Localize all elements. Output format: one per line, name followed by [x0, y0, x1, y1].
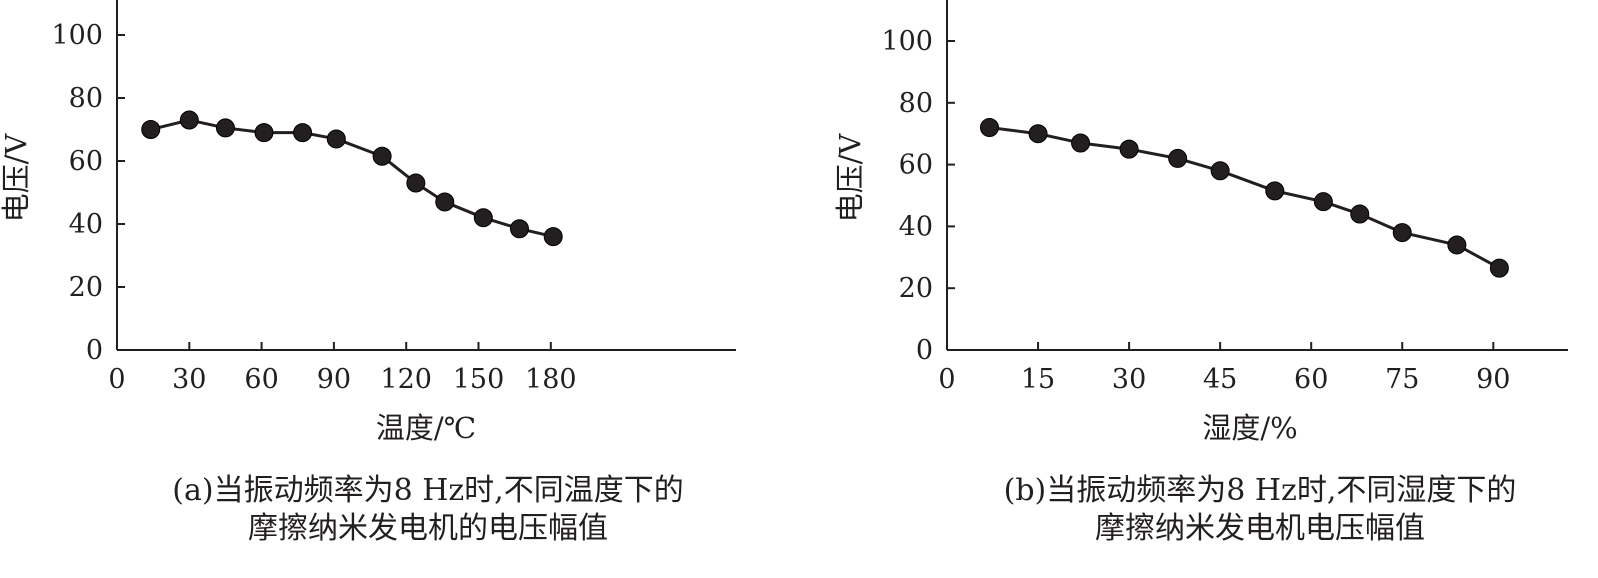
- panel-a-xlabel: 温度/℃: [376, 411, 476, 445]
- panel-a-data-point: [141, 120, 161, 139]
- panel-a-data-point: [509, 219, 529, 239]
- panel-b-data-point: [1392, 223, 1412, 243]
- panel-b-data-point: [1168, 148, 1188, 168]
- panel-b-data-point: [1447, 235, 1467, 255]
- panel-b-data-point: [1028, 124, 1048, 144]
- panel-a-ylabel: 电压/V: [0, 133, 33, 223]
- panel-b-y-tick-label: 80: [899, 88, 933, 119]
- panel-a-data-point: [543, 227, 563, 247]
- panel-b-caption-line1: (b)当振动频率为8 Hz时,不同湿度下的: [1004, 473, 1517, 508]
- panel-a-data-point: [215, 118, 235, 138]
- panel-a-temperature-chart: 0 30 60 90 120 150 180 0 20 40 60 80 100: [51, 0, 736, 395]
- panel-b-data-point: [1313, 192, 1333, 212]
- panel-a-data-point: [293, 123, 313, 143]
- panel-b-data-point: [1265, 181, 1285, 201]
- panel-b-data-point: [1210, 161, 1230, 181]
- panel-b-y-tick-label: 40: [899, 211, 933, 242]
- panel-b-xlabel: 湿度/%: [1202, 411, 1297, 445]
- panel-b-caption-line2: 摩擦纳米发电机电压幅值: [1095, 511, 1425, 546]
- panel-a-data-point: [179, 110, 199, 130]
- panel-b-data-point: [1071, 133, 1091, 153]
- panel-b-humidity-chart: 0 15 30 45 60 75 90 0 20 40 60 80 100: [881, 0, 1568, 395]
- panel-b-x-tick-label: 15: [1021, 364, 1055, 395]
- panel-a-data-point: [254, 123, 274, 143]
- panel-a-y-tick-label: 60: [69, 146, 103, 177]
- panel-a-y-tick-label: 0: [86, 335, 103, 366]
- panel-a-data-point: [372, 146, 392, 166]
- panel-b-y-tick-label: 100: [881, 26, 933, 57]
- panel-b-data-point: [1350, 204, 1370, 224]
- panel-a-y-tick-label: 80: [69, 83, 103, 114]
- panel-a-x-tick-label: 60: [244, 364, 278, 395]
- panel-a-data-point: [326, 129, 346, 149]
- panel-b-x-tick-label: 60: [1294, 364, 1328, 395]
- panel-a-caption-line2: 摩擦纳米发电机的电压幅值: [248, 511, 608, 546]
- panel-a-y-tick-label: 100: [51, 20, 103, 51]
- panel-a-x-tick-label: 180: [525, 364, 577, 395]
- panel-b-x-tick-label: 75: [1385, 364, 1419, 395]
- panel-b-y-tick-label: 0: [916, 335, 933, 366]
- panel-b-y-tick-label: 60: [899, 150, 933, 181]
- panel-a-y-tick-label: 40: [69, 209, 103, 240]
- panel-a-data-point: [406, 173, 426, 193]
- panel-b-data-point: [1119, 139, 1139, 159]
- panel-a-x-tick-label: 0: [108, 364, 125, 395]
- panel-a-x-tick-label: 30: [172, 364, 206, 395]
- panel-b-y-tick-label: 20: [899, 273, 933, 304]
- panel-a-caption-line1: (a)当振动频率为8 Hz时,不同温度下的: [172, 473, 683, 508]
- panel-b-series-line: [989, 126, 1501, 270]
- panel-b-data-point: [1489, 258, 1509, 278]
- panel-b-data-point: [979, 118, 999, 138]
- panel-b-ylabel: 电压/V: [833, 133, 867, 223]
- panel-a-x-tick-label: 90: [317, 364, 351, 395]
- panel-a-data-point: [435, 192, 455, 212]
- panel-a-data-point: [473, 208, 493, 228]
- panel-b-x-tick-label: 90: [1476, 364, 1510, 395]
- panel-a-x-tick-label: 150: [453, 364, 505, 395]
- panel-a-y-tick-label: 20: [69, 272, 103, 303]
- panel-b-x-tick-label: 0: [938, 364, 955, 395]
- panel-a-x-tick-label: 120: [380, 364, 432, 395]
- panel-a-series-line: [150, 118, 554, 239]
- panel-b-x-tick-label: 45: [1203, 364, 1237, 395]
- panel-b-x-tick-label: 30: [1112, 364, 1146, 395]
